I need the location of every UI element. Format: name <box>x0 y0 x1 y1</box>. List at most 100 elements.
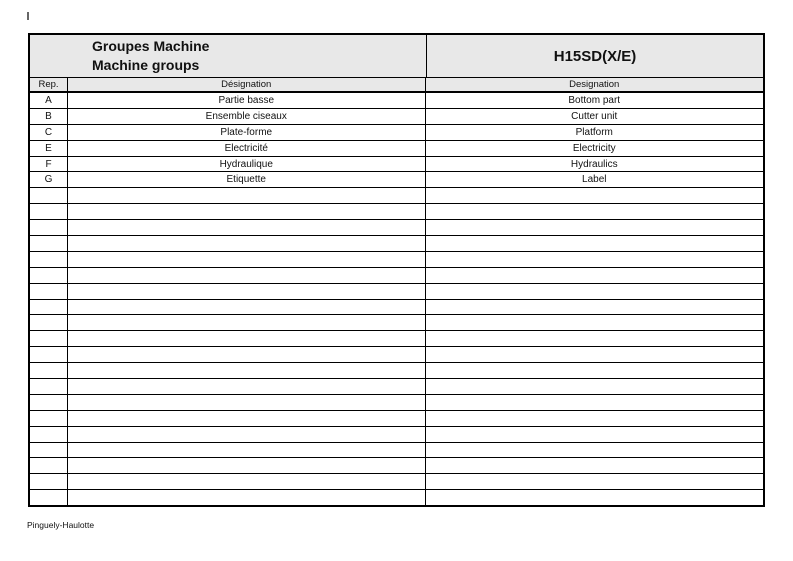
cell-designation-fr <box>68 410 426 426</box>
title-english: Machine groups <box>92 57 200 73</box>
cell-rep: B <box>30 108 68 124</box>
table-row-empty <box>30 299 764 316</box>
cell-rep <box>30 331 68 347</box>
cell-designation-en <box>426 347 764 362</box>
cell-designation-en <box>426 220 764 235</box>
cell-rep <box>30 299 68 315</box>
cell-designation-fr: Plate-forme <box>68 124 426 140</box>
table-row-empty <box>30 283 764 300</box>
cell-designation-fr <box>68 347 426 363</box>
title-cell: Groupes Machine Machine groups <box>30 35 427 77</box>
table-row-empty <box>30 458 763 475</box>
cell-designation-fr: Electricité <box>68 140 426 156</box>
cell-rep <box>30 442 68 458</box>
column-header-designation-fr: Désignation <box>68 78 426 91</box>
cell-rep: A <box>30 93 68 108</box>
table-row-empty <box>30 188 764 205</box>
machine-groups-table: Groupes Machine Machine groups H15SD(X/E… <box>28 33 765 507</box>
cell-designation-en <box>426 411 764 426</box>
cell-rep <box>30 204 68 220</box>
cell-rep: G <box>30 172 68 188</box>
cell-rep: F <box>30 156 68 172</box>
page-fold-mark <box>27 12 29 20</box>
cell-rep: E <box>30 140 68 156</box>
cell-designation-fr <box>68 283 426 299</box>
title-french: Groupes Machine <box>92 38 210 54</box>
cell-designation-en <box>426 252 764 267</box>
table-row-empty <box>30 442 764 459</box>
cell-designation-fr <box>68 267 426 283</box>
table-row-empty <box>30 474 764 491</box>
cell-designation-fr <box>68 458 426 474</box>
cell-designation-en <box>426 427 764 442</box>
cell-designation-en <box>426 300 764 315</box>
cell-designation-en: Electricity <box>572 142 616 154</box>
table-row: F Hydraulique Hydraulics <box>30 156 763 173</box>
table-row-empty <box>30 410 764 427</box>
cell-designation-fr <box>68 251 426 267</box>
cell-rep <box>30 315 68 331</box>
cell-designation-fr <box>68 188 426 204</box>
table-row: C Plate-forme Platform <box>30 124 763 141</box>
table-header-row: Rep. Désignation Designation <box>30 78 763 93</box>
cell-designation-fr <box>68 363 426 379</box>
cell-designation-fr <box>68 315 426 331</box>
cell-rep <box>30 236 68 251</box>
cell-designation-en <box>426 395 764 410</box>
cell-designation-en <box>426 315 764 330</box>
cell-rep <box>30 410 68 426</box>
table-row-empty <box>30 267 764 284</box>
cell-designation-en: Label <box>582 174 607 186</box>
table-row-empty <box>30 315 764 332</box>
cell-rep <box>30 379 68 394</box>
cell-designation-en <box>426 268 764 283</box>
cell-designation-en: Hydraulics <box>570 158 618 170</box>
cell-rep <box>30 394 68 410</box>
cell-designation-en <box>426 204 764 219</box>
cell-designation-fr <box>68 426 426 442</box>
cell-rep <box>30 283 68 299</box>
table-row-empty <box>30 220 764 237</box>
cell-designation-en <box>426 474 764 489</box>
column-header-rep: Rep. <box>30 78 68 91</box>
table-row-empty <box>30 347 764 364</box>
table-title-band: Groupes Machine Machine groups H15SD(X/E… <box>30 35 763 78</box>
cell-designation-fr <box>68 394 426 410</box>
cell-designation-fr <box>68 442 426 458</box>
table-row: E Electricité Electricity <box>30 140 763 157</box>
cell-rep: C <box>30 124 68 140</box>
cell-designation-fr: Hydraulique <box>68 156 426 172</box>
table-row-empty <box>30 426 764 443</box>
cell-designation-en <box>426 188 764 203</box>
table-row-empty <box>30 379 763 395</box>
table-body: A Partie basse Bottom part B Ensemble ci… <box>30 93 764 506</box>
cell-designation-en <box>426 379 764 394</box>
cell-rep <box>30 220 68 236</box>
cell-designation-en <box>426 443 764 458</box>
cell-designation-fr <box>68 490 426 506</box>
table-row-empty <box>30 236 763 252</box>
cell-rep <box>30 188 68 204</box>
table-row-empty <box>30 251 764 268</box>
cell-designation-fr: Etiquette <box>68 172 426 188</box>
cell-designation-en <box>426 284 764 299</box>
cell-designation-en <box>426 331 764 346</box>
cell-designation-fr <box>68 236 426 251</box>
cell-rep <box>30 347 68 363</box>
cell-designation-en <box>426 490 764 505</box>
cell-designation-en: Platform <box>575 126 613 138</box>
table-row-empty <box>30 331 764 348</box>
table-row-empty <box>30 363 763 380</box>
cell-designation-fr <box>68 331 426 347</box>
table-row: B Ensemble ciseaux Cutter unit <box>30 108 763 125</box>
cell-rep <box>30 458 68 474</box>
cell-rep <box>30 474 68 490</box>
table-row-empty <box>30 204 764 221</box>
model-cell: H15SD(X/E) <box>427 35 763 77</box>
table-row-empty <box>30 490 764 506</box>
cell-designation-en: Cutter unit <box>571 110 618 122</box>
cell-designation-fr <box>68 474 426 490</box>
cell-designation-fr <box>68 204 426 220</box>
cell-designation-fr <box>68 379 426 394</box>
